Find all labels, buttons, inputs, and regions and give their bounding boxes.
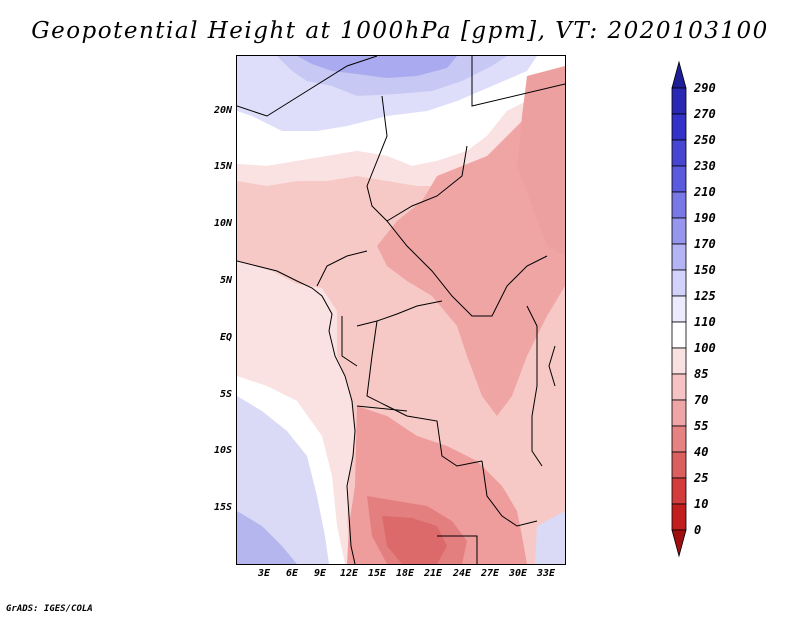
colorbar-segment bbox=[671, 113, 687, 141]
colorbar-segment bbox=[671, 399, 687, 427]
colorbar-segment bbox=[671, 503, 687, 531]
colorbar-label: 150 bbox=[694, 263, 716, 277]
colorbar-segment bbox=[671, 139, 687, 167]
lon-label: 3E bbox=[257, 568, 271, 579]
colorbar-label: 230 bbox=[694, 159, 716, 173]
lon-label: 12E bbox=[339, 568, 359, 579]
lat-label: 15S bbox=[213, 502, 232, 513]
colorbar-label: 270 bbox=[694, 107, 716, 121]
colorbar-label: 70 bbox=[694, 393, 709, 407]
colorbar-label: 0 bbox=[694, 523, 702, 537]
field-north-deepblue bbox=[297, 56, 457, 78]
field-ocean-lavender bbox=[237, 396, 329, 564]
colorbar-label: 85 bbox=[694, 367, 709, 381]
colorbar-segment bbox=[671, 347, 687, 375]
colorbar-label: 55 bbox=[694, 419, 709, 433]
colorbar-label: 210 bbox=[694, 185, 716, 199]
colorbar-label: 290 bbox=[694, 81, 716, 95]
colorbar-bottom-triangle bbox=[671, 529, 687, 558]
field-central-red bbox=[377, 96, 565, 416]
map-panel bbox=[236, 55, 566, 565]
colorbar-top-triangle bbox=[671, 60, 687, 89]
colorbar-segment bbox=[671, 243, 687, 271]
credit-text: GrADS: IGES/COLA bbox=[6, 604, 93, 614]
colorbar-segment bbox=[671, 269, 687, 297]
colorbar-segment bbox=[671, 191, 687, 219]
lat-label: 10N bbox=[213, 218, 232, 229]
colorbar-label: 170 bbox=[694, 237, 716, 251]
map-borders bbox=[237, 56, 565, 564]
colorbar-segment bbox=[671, 373, 687, 401]
colorbar-segment bbox=[671, 451, 687, 479]
colorbar-label: 40 bbox=[694, 445, 709, 459]
lon-label: 6E bbox=[285, 568, 299, 579]
chart-title: Geopotential Height at 1000hPa [gpm], VT… bbox=[31, 18, 769, 44]
lon-label: 27E bbox=[480, 568, 500, 579]
lon-label: 9E bbox=[313, 568, 327, 579]
field-se-lavender bbox=[535, 511, 565, 564]
lon-label: 18E bbox=[395, 568, 415, 579]
colorbar-segment bbox=[671, 295, 687, 323]
lat-label: 5S bbox=[219, 389, 232, 400]
colorbar-segment bbox=[671, 217, 687, 245]
colorbar-segment bbox=[671, 165, 687, 193]
lat-label: EQ bbox=[219, 332, 232, 343]
lon-label: 15E bbox=[367, 568, 387, 579]
height-field bbox=[237, 56, 565, 564]
colorbar-label: 190 bbox=[694, 211, 716, 225]
field-south-core bbox=[382, 516, 447, 564]
colorbar-label: 110 bbox=[694, 315, 716, 329]
field-east-red bbox=[517, 66, 565, 256]
colorbar-segment bbox=[671, 321, 687, 349]
colorbar-label: 250 bbox=[694, 133, 716, 147]
colorbar-label: 125 bbox=[694, 289, 716, 303]
lon-label: 33E bbox=[536, 568, 556, 579]
lat-label: 15N bbox=[213, 161, 232, 172]
lon-label: 24E bbox=[452, 568, 472, 579]
colorbar bbox=[671, 60, 687, 558]
field-ocean-blue bbox=[237, 511, 297, 564]
colorbar-label: 10 bbox=[694, 497, 709, 511]
lat-label: 5N bbox=[219, 275, 232, 286]
colorbar-segment bbox=[671, 477, 687, 505]
lat-label: 10S bbox=[213, 445, 232, 456]
colorbar-label: 100 bbox=[694, 341, 716, 355]
lon-label: 30E bbox=[508, 568, 528, 579]
lat-label: 20N bbox=[213, 105, 232, 116]
colorbar-segment bbox=[671, 87, 687, 115]
colorbar-label: 25 bbox=[694, 471, 709, 485]
lon-label: 21E bbox=[423, 568, 443, 579]
colorbar-segment bbox=[671, 425, 687, 453]
